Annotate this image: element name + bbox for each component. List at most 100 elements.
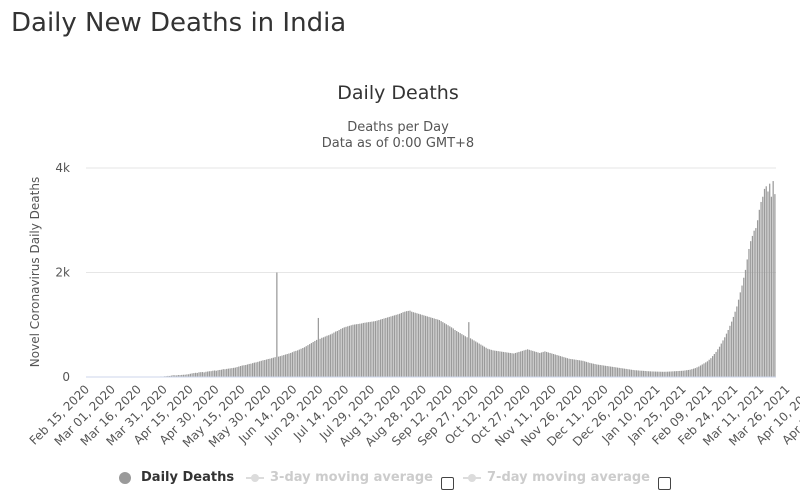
bar[interactable]	[369, 321, 371, 377]
bar[interactable]	[271, 358, 273, 377]
bar[interactable]	[418, 313, 420, 377]
bar[interactable]	[582, 360, 584, 377]
bar[interactable]	[456, 331, 458, 377]
bar[interactable]	[597, 364, 600, 377]
bar[interactable]	[317, 317, 319, 377]
bar[interactable]	[246, 364, 249, 377]
bar[interactable]	[566, 358, 568, 377]
bar[interactable]	[739, 292, 741, 377]
bar[interactable]	[547, 352, 549, 377]
bar[interactable]	[194, 372, 197, 377]
bar[interactable]	[172, 375, 174, 377]
bar[interactable]	[336, 331, 338, 377]
bar[interactable]	[513, 353, 515, 377]
bar[interactable]	[622, 368, 624, 377]
bar[interactable]	[606, 366, 608, 377]
bar[interactable]	[556, 355, 558, 377]
bar[interactable]	[291, 352, 294, 377]
bar[interactable]	[509, 352, 511, 377]
bar[interactable]	[379, 319, 382, 377]
bar[interactable]	[718, 346, 721, 377]
bar[interactable]	[648, 371, 650, 377]
bar[interactable]	[682, 370, 684, 377]
bar[interactable]	[546, 351, 548, 377]
bar[interactable]	[668, 371, 671, 377]
bar[interactable]	[751, 235, 754, 377]
bar[interactable]	[348, 325, 351, 377]
bar[interactable]	[703, 363, 705, 377]
bar[interactable]	[532, 350, 534, 378]
bar[interactable]	[679, 370, 681, 377]
bar[interactable]	[603, 365, 605, 378]
bar[interactable]	[170, 375, 172, 377]
bar[interactable]	[227, 368, 230, 377]
bar[interactable]	[265, 359, 268, 378]
bar[interactable]	[665, 371, 667, 377]
bar[interactable]	[231, 368, 233, 377]
bar[interactable]	[245, 364, 247, 377]
bar[interactable]	[577, 360, 579, 377]
bar[interactable]	[699, 365, 702, 378]
bar[interactable]	[371, 321, 373, 377]
bar[interactable]	[314, 340, 316, 377]
bar[interactable]	[770, 196, 773, 377]
bar[interactable]	[184, 374, 186, 377]
bar[interactable]	[341, 328, 344, 377]
bar[interactable]	[651, 371, 653, 377]
bar[interactable]	[234, 367, 236, 377]
bar[interactable]	[419, 314, 422, 377]
bar[interactable]	[215, 370, 217, 377]
bar[interactable]	[423, 315, 425, 377]
bar[interactable]	[774, 194, 776, 378]
bar[interactable]	[691, 369, 693, 377]
bar[interactable]	[592, 363, 594, 377]
bar[interactable]	[447, 325, 449, 377]
bar[interactable]	[257, 361, 259, 377]
bar[interactable]	[367, 322, 370, 377]
bar[interactable]	[284, 354, 287, 377]
bar[interactable]	[653, 371, 655, 377]
bar[interactable]	[279, 356, 281, 377]
bar[interactable]	[729, 325, 731, 377]
bar[interactable]	[345, 326, 347, 377]
bar[interactable]	[400, 312, 402, 377]
bar[interactable]	[708, 359, 710, 377]
bar[interactable]	[585, 361, 588, 377]
bar[interactable]	[307, 345, 309, 377]
bar[interactable]	[437, 319, 439, 377]
bar[interactable]	[687, 369, 690, 377]
bar[interactable]	[355, 324, 358, 377]
bar[interactable]	[694, 368, 696, 377]
bar[interactable]	[260, 360, 262, 377]
bar[interactable]	[501, 351, 503, 377]
bar[interactable]	[319, 338, 321, 377]
bar[interactable]	[205, 371, 207, 377]
bar[interactable]	[169, 375, 171, 377]
bar[interactable]	[686, 370, 688, 377]
bar[interactable]	[224, 369, 226, 377]
bar[interactable]	[412, 312, 415, 377]
bar[interactable]	[736, 306, 738, 377]
bar[interactable]	[255, 362, 257, 377]
bar[interactable]	[769, 183, 771, 377]
bar[interactable]	[611, 366, 613, 377]
bar[interactable]	[663, 371, 665, 377]
bar[interactable]	[303, 347, 306, 377]
bar[interactable]	[756, 220, 759, 377]
bar[interactable]	[388, 316, 390, 377]
bar[interactable]	[347, 326, 349, 377]
bar[interactable]	[405, 311, 408, 377]
bar[interactable]	[366, 322, 368, 377]
bar[interactable]	[625, 368, 627, 377]
bar[interactable]	[644, 370, 646, 377]
bar[interactable]	[680, 370, 683, 377]
bar[interactable]	[452, 328, 454, 377]
bar[interactable]	[551, 353, 553, 377]
bar[interactable]	[737, 299, 740, 377]
bar[interactable]	[724, 337, 726, 377]
bar[interactable]	[395, 314, 397, 377]
bar[interactable]	[763, 188, 766, 377]
bar[interactable]	[338, 329, 340, 377]
bar[interactable]	[335, 331, 337, 377]
bar[interactable]	[462, 335, 465, 377]
